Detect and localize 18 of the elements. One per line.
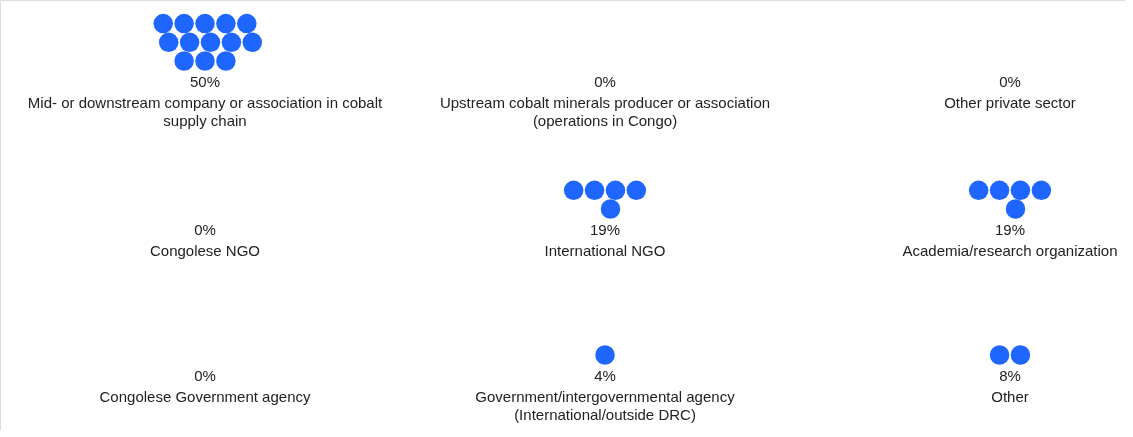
category-label: Government/intergovernmental agency (International/outside DRC) [475,388,736,423]
category-label: Congolese Government agency [99,388,311,405]
data-label: 0% [594,73,616,90]
data-label: 4% [594,367,616,384]
category-label: Congolese NGO [149,242,261,259]
category-label: Other [991,388,1029,405]
data-label: 0% [194,367,216,384]
category-label: International NGO [544,242,666,259]
category-label: Academia/research organization [902,242,1118,259]
data-label: 50% [189,73,221,90]
data-label: 0% [999,73,1021,90]
data-label: 19% [994,221,1026,238]
data-label: 8% [999,367,1021,384]
category-label: Upstream cobalt minerals producer or association (operations in Congo) [439,94,771,129]
data-label: 19% [589,221,621,238]
data-label: 0% [194,221,216,238]
category-label: Mid- or downstream company or association in cobalt supply chain [27,94,383,129]
category-label: Other private sector [944,94,1076,111]
